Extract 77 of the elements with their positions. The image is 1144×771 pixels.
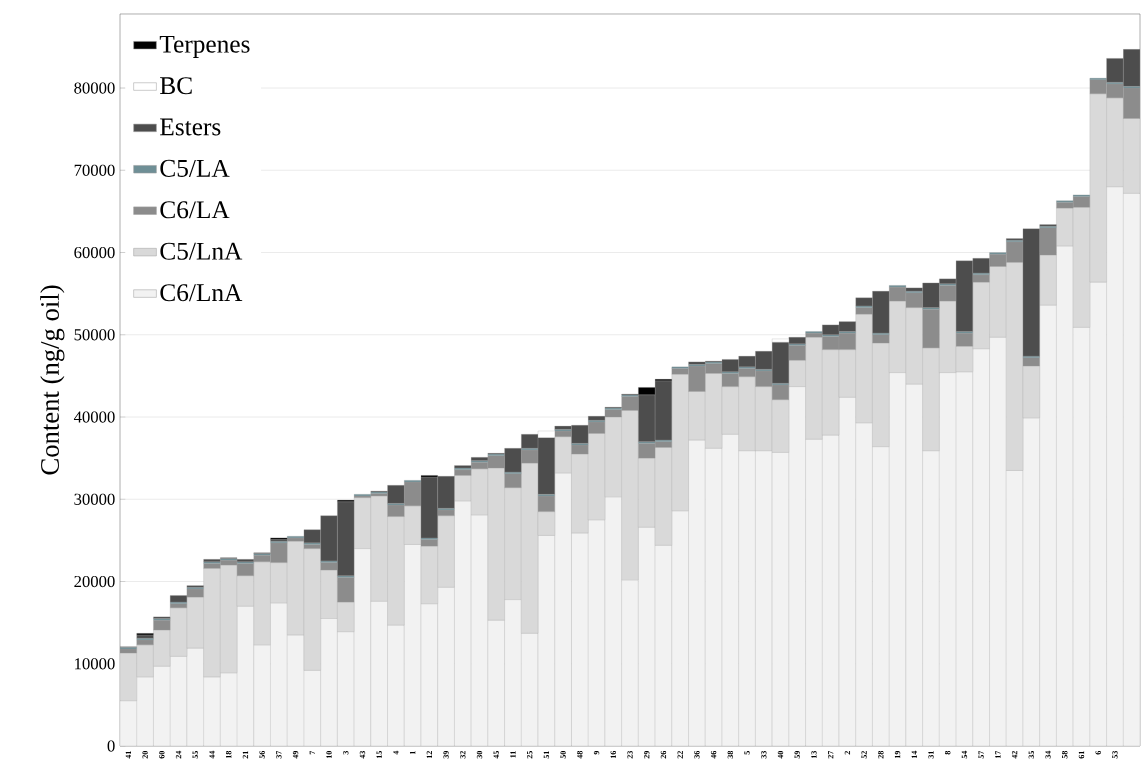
y-tick-label: 80000 — [74, 82, 115, 94]
x-tick-label: 60 — [159, 751, 165, 759]
x-tick-label: 52 — [861, 751, 867, 759]
x-tick-label: 53 — [1112, 750, 1118, 759]
x-tick-label: 55 — [192, 751, 198, 759]
x-tick-label: 49 — [292, 750, 299, 759]
y-tick-label: 40000 — [73, 411, 115, 423]
legend-label: C6/LA — [160, 201, 230, 219]
x-tick-label: 50 — [560, 751, 566, 759]
x-tick-label: 24 — [175, 750, 182, 759]
x-tick-label: 29 — [644, 750, 650, 759]
x-tick-label: 42 — [1011, 751, 1018, 759]
x-tick-label: 2 — [844, 751, 851, 755]
x-tick-label: 9 — [593, 750, 600, 755]
x-tick-label: 16 — [610, 750, 616, 759]
x-tick-label: 48 — [577, 750, 583, 759]
x-tick-label: 38 — [727, 750, 734, 759]
x-tick-label: 17 — [995, 750, 1001, 759]
x-tick-label: 27 — [828, 750, 834, 759]
x-tick-label: 32 — [460, 751, 466, 759]
x-tick-label: 30 — [476, 751, 483, 759]
x-tick-label: 43 — [359, 750, 366, 759]
x-tick-label: 37 — [276, 750, 282, 759]
x-tick-label: 19 — [894, 750, 901, 759]
x-tick-label: 61 — [1078, 751, 1085, 759]
y-tick-label: 30000 — [74, 493, 115, 505]
x-tick-label: 54 — [961, 750, 968, 759]
x-tick-label: 36 — [694, 750, 700, 759]
x-tick-label: 7 — [309, 750, 315, 755]
x-tick-label: 39 — [443, 750, 449, 759]
x-tick-label: 26 — [660, 750, 667, 759]
x-tick-label: 13 — [811, 750, 817, 759]
y-tick-label: 20000 — [74, 575, 115, 588]
legend-label: BC — [160, 77, 192, 95]
y-tick-label: 50000 — [74, 329, 115, 341]
x-tick-label: 5 — [744, 751, 750, 755]
x-tick-label: 59 — [794, 750, 800, 759]
x-tick-label: 20 — [142, 751, 148, 759]
x-tick-label: 34 — [1045, 750, 1051, 759]
x-tick-label: 46 — [710, 750, 717, 759]
x-tick-label: 51 — [543, 751, 550, 759]
x-tick-label: 10 — [326, 751, 332, 759]
x-tick-label: 44 — [209, 750, 215, 759]
x-tick-label: 28 — [878, 750, 884, 759]
x-tick-label: 6 — [1095, 750, 1101, 755]
legend-label: Esters — [160, 118, 221, 136]
x-tick-label: 25 — [526, 751, 533, 759]
x-tick-label: 11 — [510, 751, 516, 758]
x-tick-label: 4 — [393, 750, 399, 755]
x-tick-label: 21 — [242, 751, 249, 759]
legend-label: C5/LA — [160, 159, 230, 177]
x-tick-label: 40 — [777, 751, 784, 759]
y-tick-label: 60000 — [74, 246, 115, 259]
x-tick-label: 1 — [409, 751, 416, 755]
y-axis-title: Content (ng/g oil) — [40, 285, 65, 475]
x-tick-label: 12 — [426, 751, 432, 759]
x-tick-label: 33 — [761, 750, 767, 759]
x-tick-label: 14 — [911, 750, 917, 759]
x-tick-label: 22 — [677, 751, 683, 759]
x-tick-label: 41 — [125, 751, 132, 759]
x-tick-label: 45 — [493, 751, 499, 759]
x-tick-label: 35 — [1028, 751, 1035, 759]
legend-label: Terpenes — [159, 35, 250, 58]
x-tick-label: 8 — [945, 750, 951, 755]
legend-label: C5/LnA — [160, 242, 243, 260]
x-tick-label: 18 — [225, 750, 232, 759]
x-tick-label: 15 — [376, 751, 382, 759]
x-tick-label: 23 — [627, 750, 633, 759]
x-tick-label: 31 — [928, 751, 934, 759]
y-tick-label: 0 — [107, 740, 115, 752]
legend-label: C6/LnA — [160, 284, 243, 302]
x-tick-label: 3 — [343, 750, 349, 755]
y-tick-label: 70000 — [74, 164, 115, 176]
y-tick-label: 10000 — [75, 658, 115, 670]
x-tick-label: 57 — [978, 750, 984, 759]
x-tick-label: 56 — [259, 750, 265, 759]
x-tick-label: 58 — [1062, 750, 1068, 759]
